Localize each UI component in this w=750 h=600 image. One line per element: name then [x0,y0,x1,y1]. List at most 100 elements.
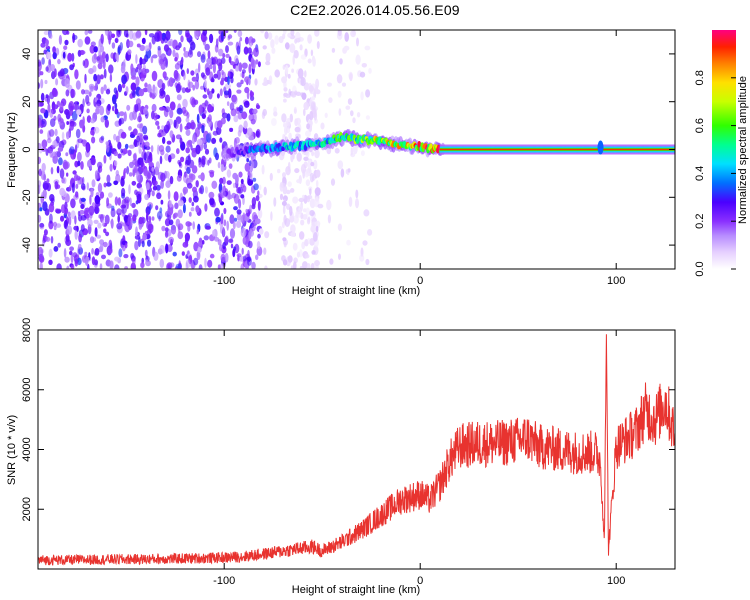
noise-speckle [43,194,47,199]
noise-speckle [181,251,185,256]
noise-speckle [305,150,310,158]
noise-speckle [157,45,161,51]
noise-speckle [265,61,271,66]
noise-speckle [174,70,179,81]
noise-speckle [123,254,129,259]
noise-speckle [136,43,141,48]
noise-speckle [248,160,252,167]
noise-speckle [119,42,124,51]
noise-speckle [256,241,261,250]
spectrogram-y-axis-title: Frequency (Hz) [6,112,18,188]
noise-speckle [176,60,183,66]
noise-speckle [246,91,250,100]
noise-speckle [42,238,46,244]
noise-speckle [41,162,46,172]
noise-speckle [336,74,343,84]
noise-speckle [143,107,148,115]
noise-speckle [289,113,293,123]
noise-speckle [84,36,91,45]
noise-speckle [311,101,316,110]
y-tick-label: -20 [21,189,33,205]
noise-speckle [283,123,288,128]
noise-speckle [57,71,64,77]
noise-speckle [119,111,125,117]
noise-speckle [192,84,196,91]
noise-speckle [90,156,96,166]
noise-speckle [160,149,165,156]
noise-speckle [175,218,181,227]
noise-speckle [190,41,196,51]
noise-speckle [273,106,277,114]
noise-speckle [44,79,48,85]
noise-speckle [78,214,83,222]
noise-speckle [247,47,252,54]
noise-speckle [124,196,130,204]
x-tick-label: -100 [213,575,235,587]
noise-speckle [219,263,225,269]
noise-speckle [169,200,173,208]
noise-speckle [160,199,164,205]
noise-speckle [111,42,116,49]
noise-speckle [84,30,89,36]
noise-speckle [303,101,310,111]
noise-speckle [216,69,221,81]
noise-speckle [305,207,310,216]
noise-speckle [132,110,137,121]
noise-speckle [103,68,107,79]
noise-speckle [65,89,70,97]
noise-speckle [281,221,285,229]
noise-speckle [91,136,96,144]
noise-speckle [114,256,120,262]
noise-speckle [104,119,110,128]
noise-speckle [39,222,45,228]
noise-speckle [159,244,166,254]
noise-speckle [207,259,213,268]
noise-speckle [108,239,113,249]
noise-speckle [55,78,59,86]
noise-speckle [205,157,208,166]
noise-speckle [164,218,171,227]
noise-speckle [68,215,72,226]
noise-speckle [178,161,182,167]
noise-speckle [201,113,206,119]
noise-speckle [101,220,105,227]
noise-speckle [165,171,170,179]
noise-speckle [190,144,193,151]
noise-speckle [352,117,356,124]
noise-speckle [238,171,243,178]
noise-speckle [117,197,122,206]
noise-speckle [148,162,154,167]
noise-speckle [57,146,64,152]
noise-speckle [305,130,311,137]
noise-speckle [49,213,53,224]
noise-speckle [153,251,159,261]
noise-speckle [38,184,41,195]
y-tick-label: 20 [21,96,33,108]
noise-speckle [114,108,119,115]
noise-speckle [296,152,302,162]
noise-speckle [103,228,107,234]
noise-speckle [120,177,125,187]
noise-speckle [196,138,203,146]
noise-speckle [217,161,221,169]
noise-speckle [155,205,159,211]
noise-speckle [182,173,189,183]
noise-speckle [99,74,104,80]
noise-speckle [367,229,373,236]
noise-speckle [337,90,342,98]
noise-speckle [229,214,235,225]
noise-speckle [347,168,351,173]
noise-speckle [142,69,148,76]
noise-speckle [220,79,224,86]
noise-speckle [136,135,140,143]
noise-speckle [132,153,137,161]
noise-speckle [234,137,240,144]
noise-speckle [93,46,98,53]
noise-speckle [290,231,296,237]
noise-speckle [149,91,153,98]
noise-speckle [327,214,331,224]
noise-speckle [293,49,299,59]
noise-speckle [43,49,48,55]
noise-speckle [114,37,119,44]
noise-speckle [57,58,61,65]
